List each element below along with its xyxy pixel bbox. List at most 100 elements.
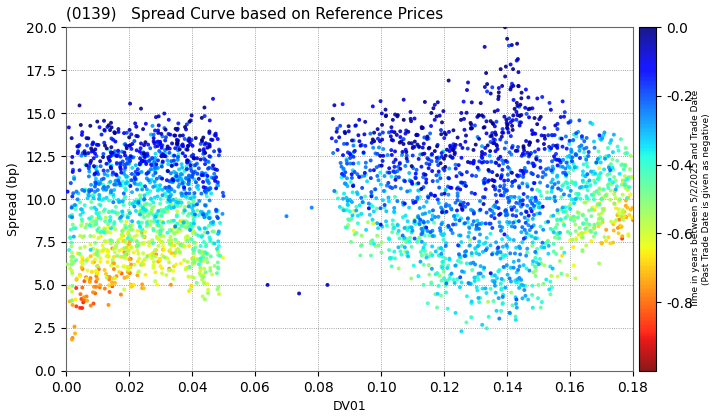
Point <box>90 268 102 274</box>
Point <box>102 224 114 231</box>
Point <box>542 239 554 245</box>
Point <box>612 212 624 218</box>
Point <box>501 262 513 268</box>
Point <box>572 214 584 221</box>
Point <box>528 212 540 218</box>
Point <box>453 162 464 168</box>
Point <box>590 203 602 210</box>
Point <box>155 263 166 270</box>
Point <box>121 178 132 185</box>
Point <box>116 232 127 239</box>
Point <box>526 105 538 112</box>
Point <box>171 173 182 180</box>
Point <box>532 295 544 302</box>
Point <box>205 219 217 226</box>
Point <box>521 202 533 209</box>
Point <box>420 171 431 178</box>
Point <box>180 237 192 244</box>
Point <box>496 129 508 136</box>
Point <box>547 176 559 183</box>
Point <box>413 144 425 150</box>
Point <box>210 132 222 139</box>
Point <box>456 207 468 213</box>
Point <box>175 171 186 177</box>
Point <box>402 188 413 195</box>
Point <box>202 165 214 172</box>
Point <box>485 242 496 249</box>
Point <box>154 139 166 145</box>
Point <box>407 181 418 188</box>
Point <box>117 254 129 260</box>
Point <box>531 197 542 203</box>
Point <box>343 123 354 129</box>
Point <box>107 136 119 143</box>
Point <box>431 155 443 161</box>
Point <box>334 204 346 210</box>
Point <box>590 171 601 177</box>
Point <box>485 148 496 155</box>
Point <box>477 249 489 255</box>
Point <box>210 185 222 192</box>
Point <box>74 271 86 278</box>
Point <box>438 135 450 142</box>
Point <box>130 133 142 139</box>
Point <box>169 250 181 257</box>
Point <box>496 276 508 282</box>
Point <box>500 212 512 219</box>
Point <box>413 213 424 219</box>
Point <box>199 113 210 119</box>
Point <box>500 208 511 215</box>
Point <box>440 152 451 159</box>
Point <box>567 236 578 243</box>
Point <box>333 134 345 141</box>
Point <box>179 223 191 230</box>
Point <box>114 182 126 189</box>
Point <box>153 130 164 136</box>
Point <box>204 143 215 150</box>
Point <box>523 213 534 219</box>
Point <box>104 276 115 283</box>
Point <box>358 150 369 157</box>
Point <box>616 162 627 168</box>
Point <box>436 153 448 160</box>
Point <box>382 152 393 158</box>
Point <box>526 127 538 134</box>
Point <box>500 139 512 146</box>
Point <box>462 219 474 226</box>
Point <box>482 299 494 305</box>
Point <box>574 144 585 150</box>
Point <box>172 177 184 184</box>
Point <box>64 265 76 272</box>
Point <box>168 242 180 249</box>
Point <box>169 236 181 243</box>
Point <box>527 261 539 268</box>
Point <box>203 223 215 229</box>
Point <box>462 159 474 165</box>
Point <box>148 199 159 206</box>
Point <box>481 118 492 125</box>
Point <box>382 169 393 176</box>
Point <box>444 129 455 135</box>
Point <box>138 149 149 156</box>
Point <box>532 199 544 206</box>
Point <box>138 239 150 246</box>
Point <box>545 213 557 220</box>
Point <box>400 127 412 134</box>
Point <box>530 198 541 205</box>
Point <box>148 158 160 164</box>
Point <box>493 187 505 194</box>
Point <box>74 304 86 311</box>
Point <box>513 69 524 76</box>
Point <box>217 189 229 196</box>
Point <box>101 145 112 152</box>
Point <box>397 232 408 239</box>
Point <box>145 195 157 202</box>
Point <box>537 226 549 233</box>
Point <box>476 112 487 119</box>
Point <box>455 179 467 186</box>
Point <box>149 164 161 171</box>
Point <box>192 160 203 167</box>
Point <box>154 256 166 262</box>
Point <box>120 180 132 187</box>
Point <box>145 222 156 229</box>
